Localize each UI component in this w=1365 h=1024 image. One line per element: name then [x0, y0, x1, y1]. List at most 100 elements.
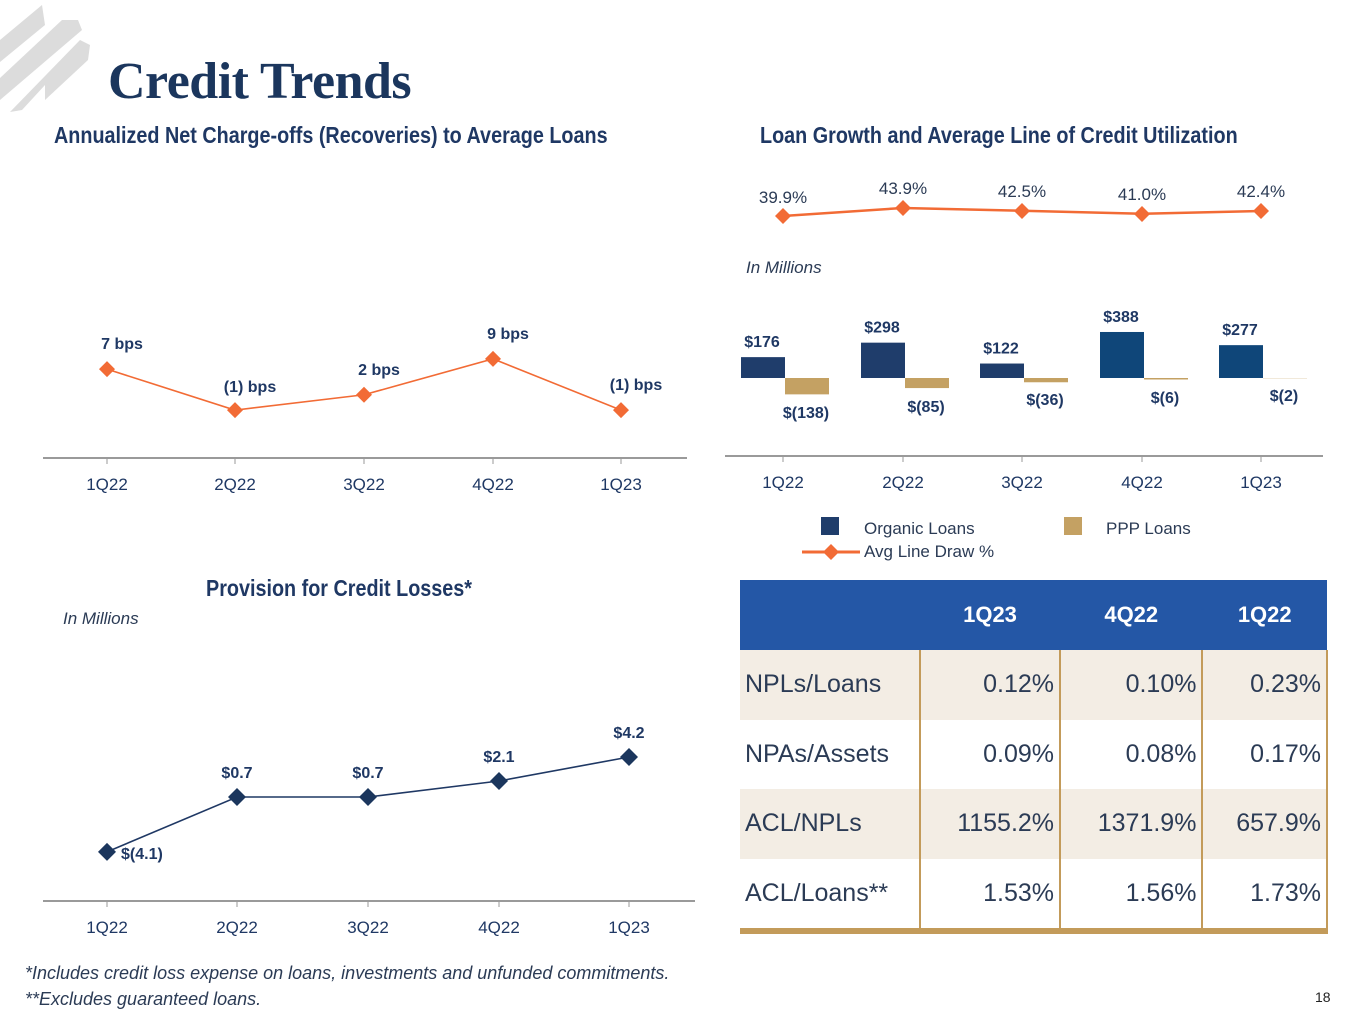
- x-tick-label: 1Q22: [762, 473, 804, 492]
- ppp-loans-bar: [1024, 378, 1068, 383]
- footnote-acl-loans: **Excludes guaranteed loans.: [25, 989, 262, 1009]
- provision-data-point: [228, 787, 246, 806]
- cell-value: 1.53%: [918, 858, 1061, 934]
- ppp-loans-bar: [785, 378, 829, 395]
- table-row: NPLs/Loans 0.12% 0.10% 0.23%: [740, 650, 1328, 720]
- avg-line-draw-point: [775, 208, 791, 224]
- nco-chart-title: Annualized Net Charge-offs (Recoveries) …: [54, 122, 608, 148]
- cell-value: 1155.2%: [918, 789, 1061, 859]
- nco-data-point: [99, 361, 115, 378]
- provision-chart: 1Q22 2Q22 3Q22 4Q22 1Q23 $(4.1) $0.7 $0.7 $2.1 $4…: [43, 725, 695, 937]
- avg-line-draw-label: 41.0%: [1118, 185, 1166, 204]
- row-label: ACL/Loans**: [740, 858, 920, 934]
- table-header-1q23: 1Q23: [920, 580, 1061, 650]
- cell-value: 0.17%: [1201, 719, 1328, 789]
- ppp-loans-swatch: [1064, 517, 1082, 535]
- avg-line-draw-point: [895, 200, 911, 216]
- avg-line-draw-label: 42.5%: [998, 182, 1046, 201]
- stripes-logo-icon: [0, 5, 90, 112]
- x-tick-label: 1Q23: [608, 918, 650, 937]
- provision-data-label: $2.1: [483, 749, 514, 766]
- ppp-loans-label: $(2): [1270, 388, 1298, 405]
- cell-value: 1.73%: [1201, 858, 1328, 934]
- avg-line-draw-point: [1014, 203, 1030, 219]
- x-tick-label: 2Q22: [882, 473, 924, 492]
- table-row: ACL/Loans** 1.53% 1.56% 1.73%: [740, 858, 1328, 934]
- provision-chart-title: Provision for Credit Losses*: [206, 575, 473, 601]
- legend-avg-line-draw: Avg Line Draw %: [864, 542, 995, 561]
- organic-loans-label: $122: [983, 341, 1019, 358]
- loan-chart-title: Loan Growth and Average Line of Credit U…: [760, 122, 1238, 148]
- x-tick-label: 1Q22: [86, 475, 128, 494]
- x-tick-label: 1Q23: [1240, 473, 1282, 492]
- organic-loans-label: $388: [1103, 309, 1139, 326]
- cell-value: 1.56%: [1059, 858, 1203, 934]
- x-tick-label: 4Q22: [478, 918, 520, 937]
- organic-loans-bar: [861, 342, 905, 378]
- legend-organic-loans: Organic Loans: [864, 519, 975, 538]
- table-header-row: 1Q23 4Q22 1Q22: [740, 580, 1327, 650]
- nco-data-label: 2 bps: [358, 362, 400, 379]
- avg-line-draw-label: 42.4%: [1237, 182, 1285, 201]
- credit-metrics-table: 1Q23 4Q22 1Q22 NPLs/Loans 0.12% 0.10% 0.…: [740, 580, 1328, 934]
- avg-line-draw-label: 39.9%: [759, 188, 807, 207]
- table-header-blank: [740, 580, 920, 650]
- nco-chart: 1Q22 2Q22 3Q22 4Q22 1Q23 7 bps (1) bps 2 bps 9 b…: [43, 326, 687, 494]
- x-tick-label: 3Q22: [347, 918, 389, 937]
- organic-loans-label: $298: [864, 320, 900, 337]
- cell-value: 0.08%: [1059, 719, 1203, 789]
- page-number: 18: [1315, 989, 1331, 1005]
- row-label: ACL/NPLs: [740, 789, 920, 859]
- x-tick-label: 4Q22: [472, 475, 514, 494]
- footnote-provision: *Includes credit loss expense on loans, …: [25, 963, 670, 983]
- nco-data-point: [356, 386, 372, 403]
- avg-line-draw-swatch-icon: [802, 544, 860, 560]
- legend-ppp-loans: PPP Loans: [1106, 519, 1191, 538]
- provision-data-label: $0.7: [352, 765, 383, 782]
- nco-data-label: 7 bps: [101, 336, 143, 353]
- provision-data-label: $0.7: [221, 765, 252, 782]
- x-tick-label: 3Q22: [1001, 473, 1043, 492]
- provision-data-point: [620, 747, 638, 766]
- organic-loans-bar: [741, 357, 785, 378]
- provision-data-point: [98, 842, 116, 861]
- nco-data-label: (1) bps: [610, 377, 663, 394]
- avg-line-draw-label: 43.9%: [879, 179, 927, 198]
- ppp-loans-bar: [1144, 378, 1188, 380]
- nco-data-label: (1) bps: [224, 379, 277, 396]
- avg-line-draw-point: [1134, 206, 1150, 222]
- x-tick-label: 1Q22: [86, 918, 128, 937]
- cell-value: 1371.9%: [1059, 789, 1203, 859]
- x-tick-label: 4Q22: [1121, 473, 1163, 492]
- loan-units-note: In Millions: [746, 258, 822, 277]
- row-label: NPAs/Assets: [745, 739, 890, 768]
- ppp-loans-label: $(85): [907, 399, 944, 416]
- cell-value: 0.10%: [1059, 650, 1203, 720]
- x-tick-label: 3Q22: [343, 475, 385, 494]
- provision-data-label: $(4.1): [121, 846, 163, 863]
- row-label: NPLs/Loans: [740, 650, 920, 720]
- x-tick-label: 2Q22: [214, 475, 256, 494]
- cell-value: 0.23%: [1201, 650, 1328, 720]
- organic-loans-bar: [1219, 345, 1263, 378]
- organic-loans-bar: [1100, 331, 1144, 378]
- cell-value: 0.12%: [918, 650, 1061, 720]
- ppp-loans-bar: [905, 378, 949, 389]
- table-header-1q22: 1Q22: [1202, 580, 1327, 650]
- ppp-loans-label: $(6): [1151, 390, 1179, 407]
- x-tick-label: 2Q22: [216, 918, 258, 937]
- table-header-4q22: 4Q22: [1060, 580, 1203, 650]
- provision-data-point: [359, 787, 377, 806]
- ppp-loans-label: $(138): [783, 405, 829, 422]
- cell-value: 0.09%: [918, 719, 1061, 789]
- organic-loans-label: $176: [744, 334, 780, 351]
- page-title: Credit Trends: [108, 53, 412, 110]
- nco-data-point: [227, 402, 243, 419]
- nco-data-point: [485, 350, 501, 367]
- ppp-loans-label: $(36): [1026, 392, 1063, 409]
- provision-data-label: $4.2: [613, 725, 644, 742]
- organic-loans-bar: [980, 363, 1024, 378]
- provision-units-note: In Millions: [63, 609, 139, 628]
- x-tick-label: 1Q23: [600, 475, 642, 494]
